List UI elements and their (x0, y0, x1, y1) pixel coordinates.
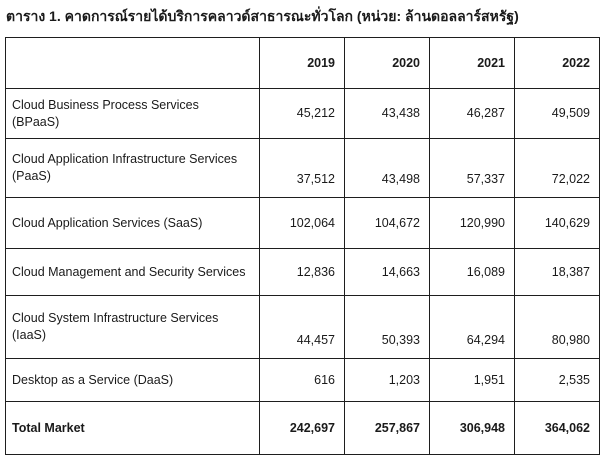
row-label-saas: Cloud Application Services (SaaS) (5, 197, 260, 249)
table-cell: 140,629 (514, 197, 600, 249)
table-cell: 2,535 (514, 358, 600, 402)
total-cell: 242,697 (259, 401, 345, 455)
table-cell: 50,393 (344, 295, 430, 359)
total-cell: 257,867 (344, 401, 430, 455)
table-cell: 616 (259, 358, 345, 402)
total-cell: 306,948 (429, 401, 515, 455)
row-label-security: Cloud Management and Security Services (5, 248, 260, 296)
table-cell: 37,512 (259, 138, 345, 198)
table-cell: 102,064 (259, 197, 345, 249)
table-cell: 49,509 (514, 88, 600, 139)
row-label-daas: Desktop as a Service (DaaS) (5, 358, 260, 402)
row-label-paas: Cloud Application Infrastructure Service… (5, 138, 260, 198)
header-cell-2022: 2022 (514, 37, 600, 89)
table-cell: 14,663 (344, 248, 430, 296)
table-caption: ตาราง 1. คาดการณ์รายได้บริการคลาวด์สาธาร… (6, 8, 519, 24)
table-cell: 72,022 (514, 138, 600, 198)
header-cell-2020: 2020 (344, 37, 430, 89)
table-header-row: 2019 2020 2021 2022 (5, 37, 600, 89)
table-cell: 12,836 (259, 248, 345, 296)
table-cell: 64,294 (429, 295, 515, 359)
table-cell: 104,672 (344, 197, 430, 249)
total-row: Total Market 242,697 257,867 306,948 364… (5, 401, 600, 455)
table-row: Cloud System Infrastructure Services (Ia… (5, 295, 600, 359)
total-cell: 364,062 (514, 401, 600, 455)
table-cell: 45,212 (259, 88, 345, 139)
table-cell: 57,337 (429, 138, 515, 198)
table-cell: 16,089 (429, 248, 515, 296)
table-cell: 120,990 (429, 197, 515, 249)
table-cell: 18,387 (514, 248, 600, 296)
row-label-bpaas: Cloud Business Process Services (BPaaS) (5, 88, 260, 139)
table-row: Cloud Application Services (SaaS) 102,06… (5, 197, 600, 249)
table-row: Desktop as a Service (DaaS) 616 1,203 1,… (5, 358, 600, 402)
row-label-iaas: Cloud System Infrastructure Services (Ia… (5, 295, 260, 359)
table-cell: 1,203 (344, 358, 430, 402)
table-row: Cloud Management and Security Services 1… (5, 248, 600, 296)
table-cell: 80,980 (514, 295, 600, 359)
table-cell: 44,457 (259, 295, 345, 359)
table-cell: 43,438 (344, 88, 430, 139)
header-cell-empty (5, 37, 260, 89)
total-label: Total Market (5, 401, 260, 455)
table-row: Cloud Business Process Services (BPaaS) … (5, 88, 600, 139)
header-cell-2021: 2021 (429, 37, 515, 89)
table-cell: 43,498 (344, 138, 430, 198)
header-cell-2019: 2019 (259, 37, 345, 89)
table-cell: 46,287 (429, 88, 515, 139)
table-cell: 1,951 (429, 358, 515, 402)
cloud-revenue-table: 2019 2020 2021 2022 Cloud Business Proce… (5, 37, 600, 455)
table-row: Cloud Application Infrastructure Service… (5, 138, 600, 198)
